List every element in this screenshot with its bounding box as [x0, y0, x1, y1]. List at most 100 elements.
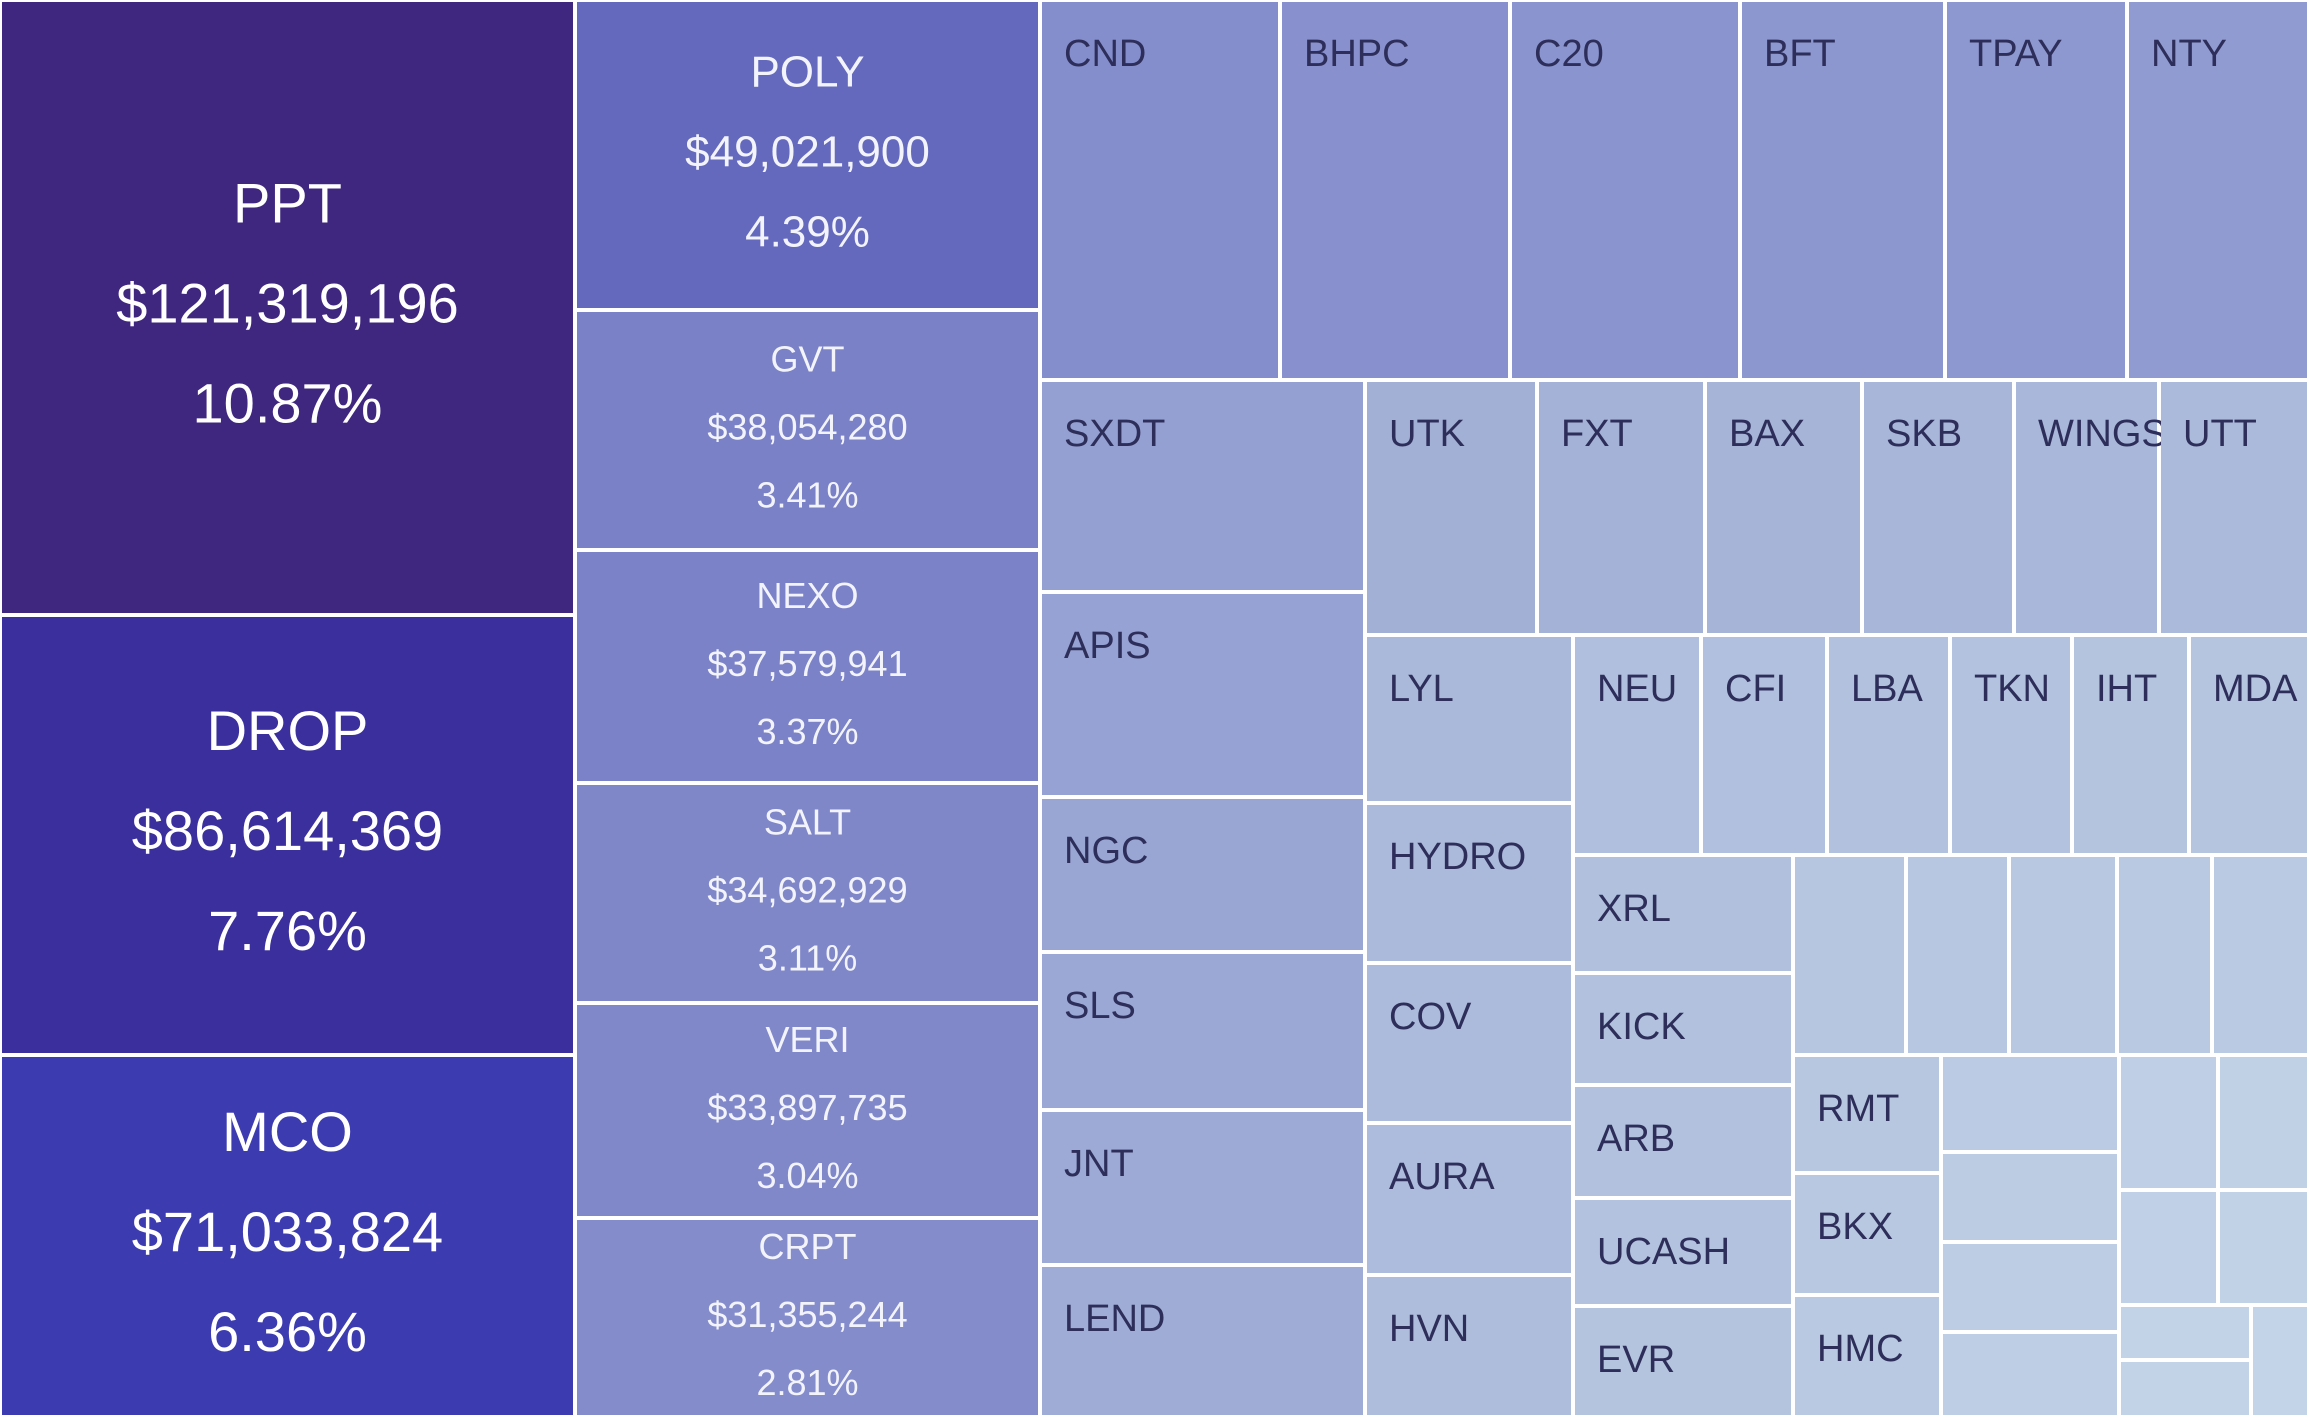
treemap-tile-hvn[interactable] — [1367, 1277, 1571, 1415]
tile-name-cnd: CND — [1064, 33, 1146, 75]
treemap-tile-hydro[interactable] — [1367, 805, 1571, 961]
treemap-tile-tpay[interactable] — [1947, 2, 2125, 378]
treemap-tile-arb[interactable] — [1575, 1087, 1791, 1196]
tile-name-bhpc: BHPC — [1304, 33, 1410, 75]
treemap-tile-unlabeled[interactable] — [2119, 857, 2210, 1053]
treemap-tile-gvt[interactable] — [577, 312, 1038, 548]
treemap-tile-jnt[interactable] — [1042, 1112, 1363, 1263]
treemap-tile-c20[interactable] — [1512, 2, 1738, 378]
treemap-tile-unlabeled[interactable] — [2220, 1057, 2307, 1188]
treemap-tile-neu[interactable] — [1575, 637, 1699, 853]
tile-percent-veri: 3.04% — [756, 1155, 858, 1196]
treemap-tile-nexo[interactable] — [577, 552, 1038, 781]
tile-name-ngc: NGC — [1064, 830, 1148, 872]
treemap-tile-fxt[interactable] — [1539, 382, 1703, 633]
treemap-tile-unlabeled[interactable] — [1943, 1334, 2117, 1415]
treemap-tile-unlabeled[interactable] — [2121, 1057, 2216, 1188]
treemap-tile-bax[interactable] — [1707, 382, 1860, 633]
treemap-tile-unlabeled[interactable] — [2121, 1307, 2249, 1358]
treemap-tile-xrl[interactable] — [1575, 857, 1791, 971]
tile-name-neu: NEU — [1597, 668, 1677, 710]
treemap-tile-unlabeled[interactable] — [1943, 1057, 2117, 1150]
tile-value-salt: $34,692,929 — [707, 870, 907, 911]
treemap-tile-apis[interactable] — [1042, 594, 1363, 795]
tile-percent-mco: 6.36% — [208, 1300, 367, 1363]
tile-value-veri: $33,897,735 — [707, 1087, 907, 1128]
tile-name-jnt: JNT — [1064, 1143, 1134, 1185]
treemap-tile-crpt[interactable] — [577, 1220, 1038, 1415]
tile-name-apis: APIS — [1064, 625, 1151, 667]
treemap-tile-tkn[interactable] — [1952, 637, 2070, 853]
tile-value-drop: $86,614,369 — [132, 799, 443, 862]
treemap-tile-unlabeled[interactable] — [1943, 1244, 2117, 1330]
treemap-tile-poly[interactable] — [577, 2, 1038, 308]
tile-name-bkx: BKX — [1817, 1206, 1893, 1248]
treemap-tile-bkx[interactable] — [1795, 1175, 1939, 1293]
tile-name-crpt: CRPT — [759, 1226, 857, 1267]
treemap-tile-ucash[interactable] — [1575, 1200, 1791, 1304]
treemap-tile-mco[interactable] — [2, 1057, 573, 1415]
tile-name-ucash: UCASH — [1597, 1231, 1730, 1273]
treemap-tile-unlabeled[interactable] — [2253, 1307, 2307, 1415]
treemap-tile-kick[interactable] — [1575, 975, 1791, 1083]
treemap-tile-sxdt[interactable] — [1042, 382, 1363, 590]
treemap-tile-lba[interactable] — [1829, 637, 1948, 853]
treemap-tile-iht[interactable] — [2074, 637, 2187, 853]
tile-name-utk: UTK — [1389, 413, 1465, 455]
treemap-tile-lyl[interactable] — [1367, 637, 1571, 801]
tile-name-mda: MDA — [2213, 668, 2298, 710]
treemap-tile-unlabeled[interactable] — [2121, 1192, 2216, 1303]
tile-name-cov: COV — [1389, 996, 1472, 1038]
tile-percent-drop: 7.76% — [208, 899, 367, 962]
tile-name-cfi: CFI — [1725, 668, 1786, 710]
treemap-tile-hmc[interactable] — [1795, 1297, 1939, 1415]
tile-name-bft: BFT — [1764, 33, 1836, 75]
tile-name-ppt: PPT — [233, 171, 342, 234]
tile-name-sls: SLS — [1064, 985, 1136, 1027]
treemap-tile-bhpc[interactable] — [1282, 2, 1508, 378]
treemap-tile-veri[interactable] — [577, 1005, 1038, 1216]
treemap-tile-cfi[interactable] — [1703, 637, 1825, 853]
treemap-tile-ppt[interactable] — [2, 2, 573, 613]
treemap-tile-unlabeled[interactable] — [2011, 857, 2115, 1053]
treemap-tile-aura[interactable] — [1367, 1125, 1571, 1273]
treemap-tile-unlabeled[interactable] — [2220, 1192, 2307, 1303]
tile-percent-nexo: 3.37% — [756, 711, 858, 752]
tile-percent-poly: 4.39% — [745, 208, 870, 257]
treemap-tile-lend[interactable] — [1042, 1267, 1363, 1415]
treemap-tile-unlabeled[interactable] — [1943, 1154, 2117, 1240]
tile-value-crpt: $31,355,244 — [707, 1294, 907, 1335]
tile-name-drop: DROP — [207, 699, 369, 762]
tile-value-nexo: $37,579,941 — [707, 643, 907, 684]
treemap-tile-unlabeled[interactable] — [1795, 857, 1904, 1053]
tile-value-gvt: $38,054,280 — [707, 407, 907, 448]
treemap-tile-salt[interactable] — [577, 785, 1038, 1001]
treemap-tile-unlabeled[interactable] — [1908, 857, 2007, 1053]
tile-name-bax: BAX — [1729, 413, 1805, 455]
tile-name-lend: LEND — [1064, 1298, 1165, 1340]
tile-name-salt: SALT — [764, 802, 851, 843]
treemap-tile-drop[interactable] — [2, 617, 573, 1053]
treemap-tile-unlabeled[interactable] — [2214, 857, 2307, 1053]
treemap-tile-bft[interactable] — [1742, 2, 1943, 378]
treemap-tile-nty[interactable] — [2129, 2, 2307, 378]
tile-name-veri: VERI — [765, 1019, 849, 1060]
treemap-tile-skb[interactable] — [1864, 382, 2012, 633]
treemap-tile-evr[interactable] — [1575, 1308, 1791, 1415]
treemap-tile-cnd[interactable] — [1042, 2, 1278, 378]
treemap-tile-utt[interactable] — [2161, 382, 2307, 633]
treemap-tile-unlabeled[interactable] — [2121, 1362, 2249, 1415]
treemap-tile-wings[interactable] — [2016, 382, 2157, 633]
tile-name-xrl: XRL — [1597, 888, 1671, 930]
treemap-tile-utk[interactable] — [1367, 382, 1535, 633]
tile-name-wings: WINGS — [2038, 413, 2167, 455]
tile-percent-gvt: 3.41% — [756, 475, 858, 516]
treemap-tile-cov[interactable] — [1367, 965, 1571, 1121]
tile-name-sxdt: SXDT — [1064, 413, 1165, 455]
treemap-tile-ngc[interactable] — [1042, 799, 1363, 950]
treemap-tile-sls[interactable] — [1042, 954, 1363, 1108]
tile-name-aura: AURA — [1389, 1156, 1495, 1198]
treemap-tile-mda[interactable] — [2191, 637, 2307, 853]
treemap-tile-rmt[interactable] — [1795, 1057, 1939, 1171]
